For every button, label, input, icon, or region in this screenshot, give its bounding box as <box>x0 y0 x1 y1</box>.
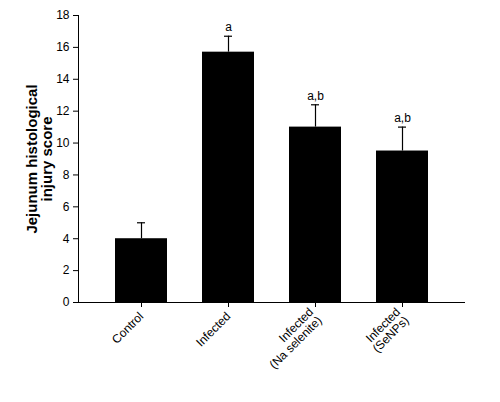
svg-text:Infected: Infected <box>193 309 233 349</box>
svg-text:6: 6 <box>63 200 70 214</box>
svg-text:Infected(Na selenite): Infected(Na selenite) <box>258 305 324 371</box>
svg-text:a,b: a,b <box>307 89 324 103</box>
svg-text:Jejunum histologicalinjury sco: Jejunum histologicalinjury score <box>23 84 55 233</box>
svg-text:a,b: a,b <box>394 111 411 125</box>
svg-text:14: 14 <box>56 72 70 86</box>
svg-text:Control: Control <box>109 309 146 346</box>
svg-text:18: 18 <box>56 8 70 22</box>
svg-text:4: 4 <box>63 232 70 246</box>
svg-text:a: a <box>225 20 232 34</box>
svg-text:0: 0 <box>63 295 70 309</box>
svg-text:16: 16 <box>56 40 70 54</box>
svg-text:2: 2 <box>63 263 70 277</box>
svg-text:10: 10 <box>56 136 70 150</box>
svg-text:Infected(SeNPs): Infected(SeNPs) <box>361 305 411 355</box>
svg-text:12: 12 <box>56 104 70 118</box>
svg-text:8: 8 <box>63 168 70 182</box>
